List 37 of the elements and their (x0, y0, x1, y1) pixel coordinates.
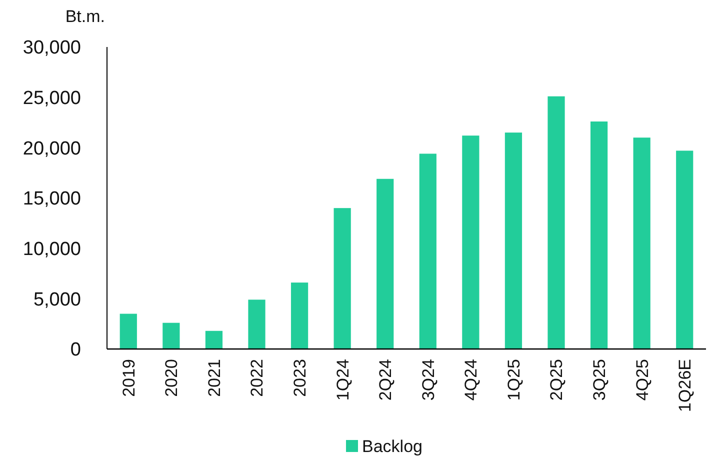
bar (462, 136, 480, 349)
bar (548, 96, 565, 349)
y-tick-label: 20,000 (22, 138, 81, 160)
x-tick-label: 1Q26E (676, 359, 695, 412)
bar (205, 330, 223, 349)
x-tick-label: 1Q25 (504, 359, 524, 401)
x-tick-label: 3Q24 (418, 359, 438, 401)
bar (162, 322, 180, 349)
x-tick-label: 2020 (162, 359, 182, 397)
bar (633, 138, 650, 349)
y-tick-label: 10,000 (22, 238, 81, 260)
bar (590, 121, 608, 349)
y-tick-label: 5,000 (33, 289, 81, 310)
bar (676, 150, 694, 349)
bar (248, 300, 266, 349)
y-axis-title: Bt.m. (65, 7, 105, 26)
x-tick-label: 2Q25 (547, 359, 566, 401)
bar (504, 132, 522, 349)
bar (334, 208, 351, 349)
x-tick-label: 4Q25 (632, 359, 652, 401)
legend-label: Backlog (362, 436, 422, 456)
y-tick-label: 0 (70, 340, 81, 361)
bar (290, 282, 308, 349)
bar (120, 314, 137, 349)
y-tick-label: 30,000 (22, 38, 81, 59)
x-tick-label: 2023 (290, 359, 310, 397)
x-tick-label: 2Q24 (376, 359, 396, 401)
y-tick-label: 15,000 (22, 188, 81, 210)
x-tick-label: 1Q24 (333, 359, 352, 401)
bar (419, 154, 436, 349)
x-tick-label: 2021 (204, 359, 224, 397)
x-tick-label: 4Q24 (462, 359, 481, 401)
x-tick-label: 2022 (248, 359, 267, 397)
y-tick-label: 25,000 (22, 88, 81, 109)
x-tick-label: 3Q25 (590, 359, 609, 401)
x-tick-label: 2019 (119, 359, 138, 397)
bar (376, 178, 394, 349)
